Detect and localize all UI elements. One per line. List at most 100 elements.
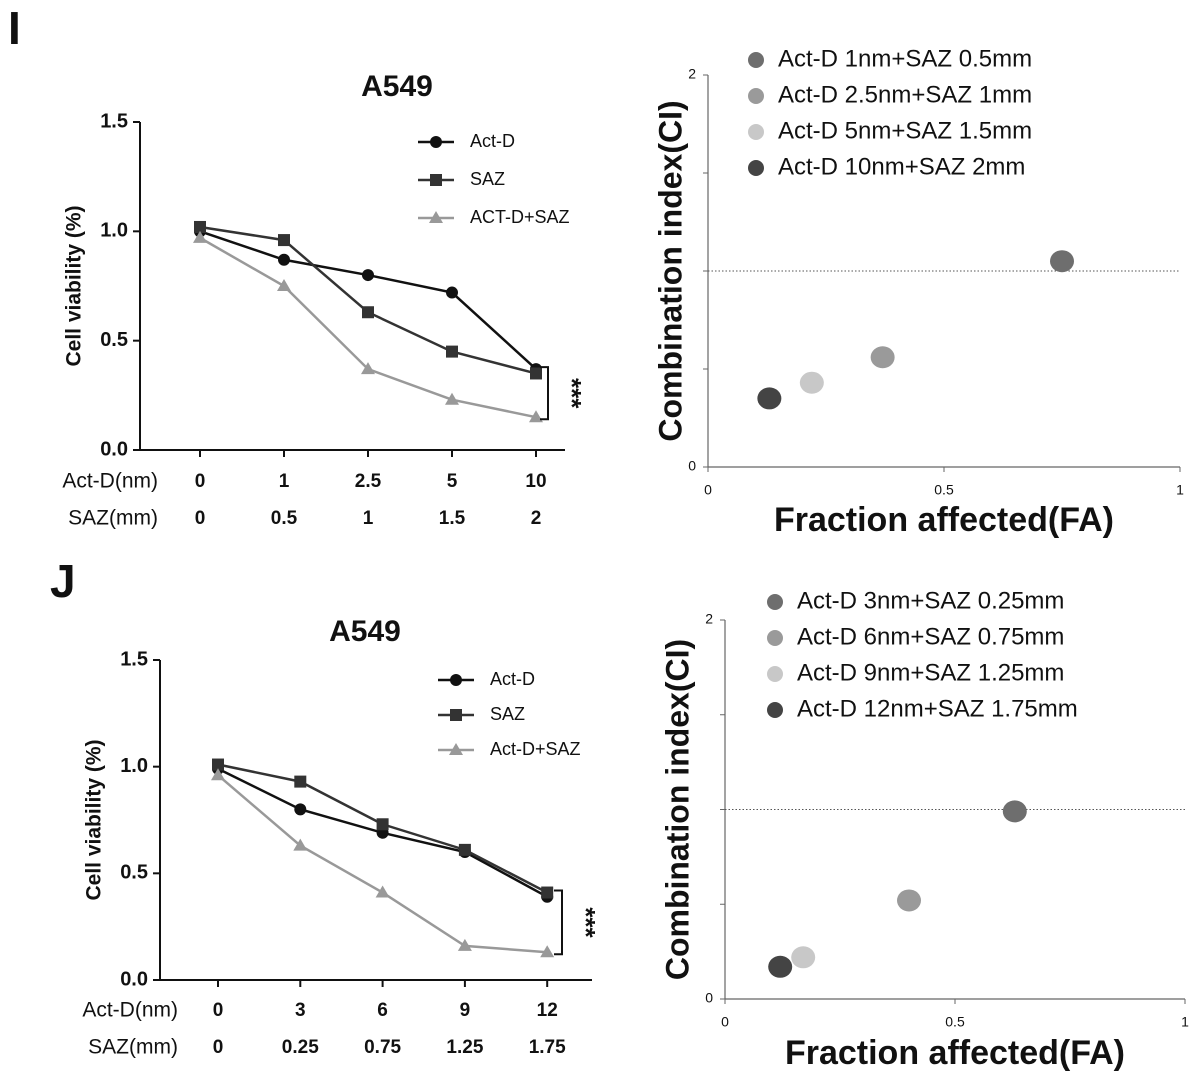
legend-label: Act-D 2.5nm+SAZ 1mm (778, 81, 1032, 108)
data-point (530, 367, 542, 380)
y-axis-label: Combination index(CI) (652, 100, 688, 441)
x-tick-label: 0.5 (934, 482, 954, 498)
x-tick-label-2: 0 (195, 508, 206, 529)
x-tick-label: 0 (195, 471, 206, 492)
data-point (446, 286, 458, 299)
data-point (446, 345, 458, 358)
y-tick-label: 1.0 (100, 220, 128, 242)
y-tick-label: 1.5 (120, 648, 148, 670)
y-tick-label: 2 (688, 66, 696, 82)
x-tick-label: 10 (525, 471, 546, 492)
chart-title: A549 (329, 615, 401, 648)
x-tick-label: 1 (279, 471, 290, 492)
y-tick-label: 1.0 (120, 755, 148, 777)
data-point (1050, 250, 1074, 273)
panel-label: I (8, 2, 21, 54)
x-row-label: SAZ(mm) (68, 507, 158, 530)
data-point (278, 253, 290, 266)
legend-label: SAZ (470, 169, 505, 189)
x-tick-label-2: 0 (213, 1037, 224, 1058)
y-tick-label: 0.5 (120, 862, 148, 884)
x-tick-label: 3 (295, 1000, 306, 1021)
x-tick-label-2: 1.5 (439, 508, 466, 529)
data-point (193, 230, 207, 243)
legend-label: Act-D 9nm+SAZ 1.25mm (797, 659, 1064, 686)
data-point (791, 946, 816, 969)
y-tick-label: 0.5 (100, 329, 128, 351)
legend-marker (429, 211, 443, 223)
data-point (529, 410, 543, 423)
data-point (294, 775, 307, 788)
y-tick-label: 1.5 (100, 110, 128, 132)
legend-marker (450, 674, 462, 686)
y-tick-label: 0 (688, 458, 696, 474)
data-point (277, 279, 291, 291)
data-point (870, 346, 895, 369)
y-tick-label: 0.0 (100, 438, 128, 460)
data-point (445, 392, 459, 405)
x-tick-label: 12 (537, 1000, 558, 1021)
x-tick-label: 0.5 (945, 1014, 965, 1030)
data-point (757, 387, 782, 410)
x-row-label: Act-D(nm) (62, 470, 158, 493)
legend-marker (767, 666, 783, 682)
x-tick-label: 6 (377, 1000, 388, 1021)
significance-label: *** (557, 378, 587, 409)
legend-marker (430, 174, 442, 186)
data-point (375, 885, 390, 898)
series-line (217, 774, 548, 954)
y-axis-label: Cell viability (%) (83, 739, 106, 900)
x-tick-label-2: 2 (531, 508, 542, 529)
data-point (293, 838, 308, 851)
y-tick-label: 2 (705, 611, 713, 627)
data-point (212, 758, 224, 771)
series-line (199, 230, 537, 371)
data-point (799, 371, 824, 394)
x-tick-label: 5 (447, 471, 458, 492)
data-point (362, 269, 374, 282)
y-axis-label: Combination index(CI) (659, 639, 695, 980)
x-row-label: SAZ(mm) (88, 1036, 178, 1059)
data-point (376, 818, 389, 831)
legend-label: ACT-D+SAZ (470, 207, 570, 227)
x-tick-label-2: 1 (363, 508, 374, 529)
significance-bracket (540, 366, 549, 421)
x-tick-label: 9 (460, 1000, 471, 1021)
legend-marker (767, 594, 783, 610)
legend-marker (748, 124, 764, 140)
data-point (211, 768, 225, 781)
data-point (1002, 800, 1027, 823)
x-tick-label: 2.5 (355, 471, 382, 492)
legend-marker (449, 743, 463, 755)
x-tick-label-2: 1.75 (529, 1037, 566, 1058)
data-point (540, 945, 555, 958)
x-tick-label-2: 0.75 (364, 1037, 401, 1058)
legend-marker (450, 709, 462, 721)
series-line (199, 236, 537, 419)
x-tick-label-2: 0.5 (271, 508, 298, 529)
x-axis-label: Fraction affected(FA) (774, 501, 1114, 539)
significance-bracket (554, 889, 563, 956)
legend-marker (748, 52, 764, 68)
legend-label: Act-D 5nm+SAZ 1.5mm (778, 117, 1032, 144)
y-axis-label: Cell viability (%) (63, 205, 86, 366)
legend-marker (767, 630, 783, 646)
x-tick-label: 1 (1181, 1014, 1189, 1030)
data-point (194, 220, 206, 233)
x-tick-label: 1 (1176, 482, 1184, 498)
data-point (458, 843, 471, 856)
y-tick-label: 0.0 (120, 968, 148, 990)
x-tick-label: 0 (721, 1014, 729, 1030)
legend-label: Act-D+SAZ (490, 739, 581, 759)
legend-label: SAZ (490, 704, 525, 724)
data-point (278, 234, 290, 247)
legend-label: Act-D 12nm+SAZ 1.75mm (797, 695, 1078, 722)
legend-marker (748, 160, 764, 176)
x-tick-label-2: 0.25 (282, 1037, 319, 1058)
x-axis-label: Fraction affected(FA) (785, 1034, 1125, 1072)
x-tick-label: 0 (213, 1000, 224, 1021)
data-point (361, 362, 375, 375)
x-row-label: Act-D(nm) (82, 999, 178, 1022)
legend-label: Act-D 6nm+SAZ 0.75mm (797, 623, 1064, 650)
